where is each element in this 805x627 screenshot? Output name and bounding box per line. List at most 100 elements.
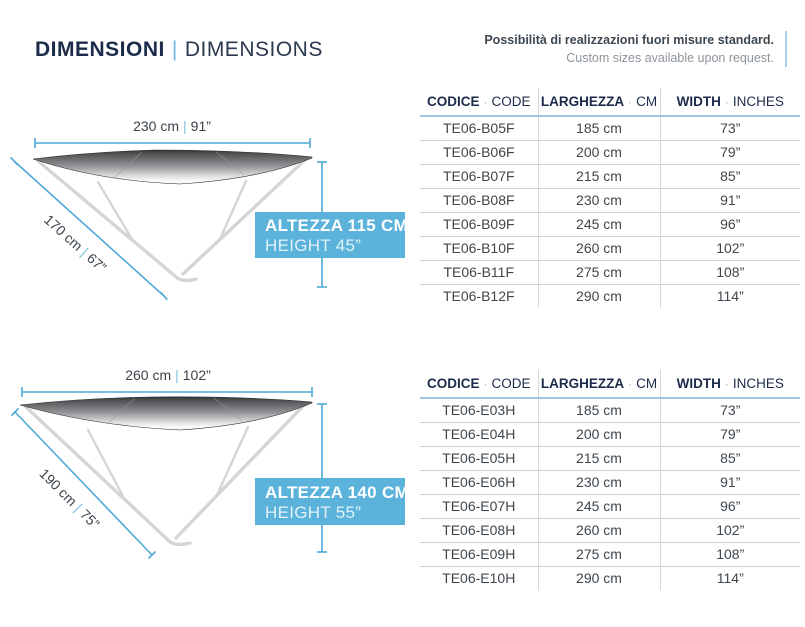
table-cell: 91” <box>659 187 800 212</box>
depth-dimension-line <box>10 407 157 560</box>
bimini-frame-poles <box>36 156 309 283</box>
table-cell: TE06-B11F <box>420 259 538 284</box>
height-badge-italian: ALTEZZA 140 CM <box>265 483 409 502</box>
page-title-english: DIMENSIONS <box>184 38 323 61</box>
table-cell: 79” <box>659 421 800 446</box>
table-cell: 79” <box>659 139 800 164</box>
table-row: TE06-B10F 260 cm 102” <box>420 235 800 260</box>
table-cell: 185 cm <box>537 116 660 140</box>
table-cell: 73” <box>659 116 800 140</box>
table-cell: 108” <box>659 541 800 566</box>
table-cell: TE06-B12F <box>420 283 538 308</box>
table-header-row: CODICE · CODE LARGHEZZA · CM WIDTH · INCHES <box>420 370 800 399</box>
table-row: TE06-E05H 215 cm 85” <box>420 445 800 470</box>
height-badge: ALTEZZA 115 CM HEIGHT 45” <box>255 212 408 258</box>
table-cell: 230 cm <box>537 187 660 212</box>
custom-sizes-note: Possibilità di realizzazioni fuori misur… <box>484 31 787 67</box>
table-cell: 85” <box>659 445 800 470</box>
canopy-seams <box>106 397 243 425</box>
table-cell: TE06-E06H <box>420 469 538 494</box>
table-cell: 230 cm <box>537 469 660 494</box>
depth-dimension-label: 170 cm|67” <box>41 211 110 275</box>
width-dimension-line <box>34 138 311 148</box>
table-cell: TE06-E08H <box>420 517 538 542</box>
column-header-width-cm: LARGHEZZA · CM <box>537 370 660 399</box>
table-cell: 260 cm <box>537 517 660 542</box>
table-cell: TE06-E05H <box>420 445 538 470</box>
table-cell: 96” <box>659 493 800 518</box>
depth-dimension-label: 190 cm|75” <box>36 465 103 532</box>
column-header-code: CODICE · CODE <box>420 370 538 399</box>
table-cell: 114” <box>659 283 800 308</box>
table-cell: 215 cm <box>537 163 660 188</box>
column-header-width-inches: WIDTH · INCHES <box>659 88 800 117</box>
table-cell: 245 cm <box>537 211 660 236</box>
table-cell: TE06-E10H <box>420 565 538 590</box>
bimini-diagram-height-115: 230 cm | 91” 170 cm|67” <box>10 118 408 301</box>
table-cell: TE06-B06F <box>420 139 538 164</box>
table-row: TE06-B06F 200 cm 79” <box>420 139 800 164</box>
table-cell: 245 cm <box>537 493 660 518</box>
table-cell: 85” <box>659 163 800 188</box>
table-cell: TE06-E03H <box>442 402 516 419</box>
column-header-width-cm: LARGHEZZA · CM <box>537 88 660 117</box>
table-row: TE06-B07F 215 cm 85” <box>420 163 800 188</box>
width-dimension-line <box>21 387 313 397</box>
bimini-canopy <box>19 396 313 431</box>
height-badge-english: HEIGHT 45” <box>265 236 361 255</box>
note-english: Custom sizes available upon request. <box>566 51 774 65</box>
table-row: TE06-E03H 185 cm 73” <box>420 398 800 422</box>
table-row: TE06-E06H 230 cm 91” <box>420 469 800 494</box>
table-cell: TE06-B08F <box>420 187 538 212</box>
table-row: TE06-E08H 260 cm 102” <box>420 517 800 542</box>
table-cell: 185 cm <box>537 398 660 422</box>
table-cell: 275 cm <box>537 541 660 566</box>
width-dimension-label: 230 cm | 91” <box>133 118 211 134</box>
table-cell: 96” <box>659 211 800 236</box>
page-title-italian: DIMENSIONI <box>35 38 165 61</box>
table-row: TE06-B11F 275 cm 108” <box>420 259 800 284</box>
table-cell: 200 cm <box>537 139 660 164</box>
table-cell: 91” <box>659 469 800 494</box>
note-italian: Possibilità di realizzazioni fuori misur… <box>484 33 774 47</box>
table-cell: TE06-E04H <box>420 421 538 446</box>
table-cell: 290 cm <box>537 283 660 308</box>
table-cell: 73” <box>659 398 800 422</box>
column-header-code: CODICE · CODE <box>420 88 538 117</box>
table-cell: 108” <box>659 259 800 284</box>
height-badge: ALTEZZA 140 CM HEIGHT 55” <box>255 478 409 525</box>
table-row: TE06-E10H 290 cm 114” <box>420 565 800 590</box>
table-row: TE06-B09F 245 cm 96” <box>420 211 800 236</box>
depth-dimension-line <box>10 156 168 301</box>
bimini-canopy <box>32 149 313 185</box>
size-table-height-115: CODICE · CODE LARGHEZZA · CM WIDTH · INCHES TE… <box>420 88 800 308</box>
title-separator: | <box>171 38 178 61</box>
height-badge-italian: ALTEZZA 115 CM <box>265 216 408 235</box>
table-row: TE06-B08F 230 cm 91” <box>420 187 800 212</box>
table-cell: TE06-B07F <box>420 163 538 188</box>
table-header-row: CODICE · CODE LARGHEZZA · CM WIDTH · INCHES <box>420 88 800 117</box>
table-cell: 102” <box>659 235 800 260</box>
table-cell: 102” <box>659 517 800 542</box>
table-row: TE06-E07H 245 cm 96” <box>420 493 800 518</box>
table-cell: TE06-B10F <box>420 235 538 260</box>
table-cell: TE06-B05F <box>442 120 515 137</box>
table-cell: 215 cm <box>537 445 660 470</box>
table-cell: 275 cm <box>537 259 660 284</box>
size-table-height-140: CODICE · CODE LARGHEZZA · CM WIDTH · INCHES TE… <box>420 370 800 590</box>
table-row: TE06-B12F 290 cm 114” <box>420 283 800 308</box>
table-cell: 200 cm <box>537 421 660 446</box>
width-dimension-label: 260 cm | 102” <box>125 367 211 383</box>
bimini-frame-poles <box>24 401 308 547</box>
table-row: TE06-E04H 200 cm 79” <box>420 421 800 446</box>
canopy-seams <box>113 151 245 179</box>
table-cell: 260 cm <box>537 235 660 260</box>
table-cell: TE06-B09F <box>420 211 538 236</box>
height-badge-english: HEIGHT 55” <box>265 503 361 522</box>
column-header-width-inches: WIDTH · INCHES <box>659 370 800 399</box>
page-title: DIMENSIONI | DIMENSIONS <box>35 38 323 62</box>
table-row: TE06-B05F 185 cm 73” <box>420 116 800 140</box>
table-cell: 290 cm <box>537 565 660 590</box>
table-cell: 114” <box>659 565 800 590</box>
